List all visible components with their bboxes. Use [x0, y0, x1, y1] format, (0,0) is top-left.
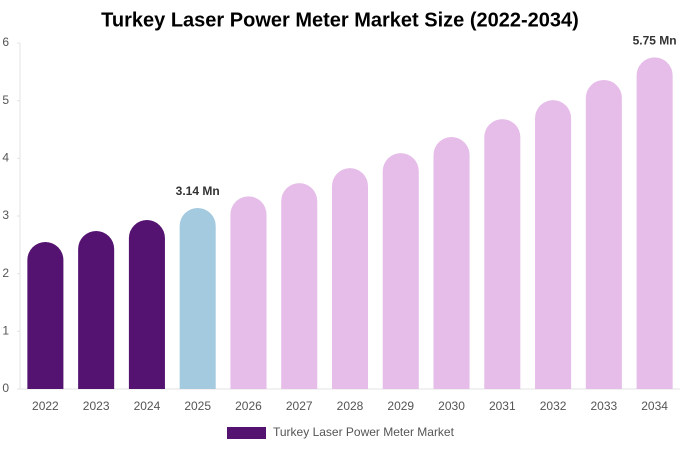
legend-label: Turkey Laser Power Meter Market	[273, 425, 455, 439]
x-tick-label: 2024	[134, 399, 161, 413]
y-tick-label: 5	[2, 93, 9, 107]
x-tick-label: 2033	[590, 399, 617, 413]
value-label: 3.14 Mn	[176, 184, 220, 198]
bar	[230, 196, 267, 389]
y-tick-label: 1	[2, 324, 9, 338]
x-tick-label: 2034	[641, 399, 668, 413]
y-tick-label: 3	[2, 208, 9, 222]
bar	[78, 231, 115, 389]
bar	[27, 241, 64, 389]
bar	[433, 136, 470, 389]
value-label: 5.75 Mn	[633, 34, 677, 48]
y-tick-label: 6	[2, 35, 9, 49]
bar	[382, 153, 419, 389]
x-tick-label: 2025	[184, 399, 211, 413]
x-tick-label: 2031	[489, 399, 516, 413]
x-tick-label: 2023	[83, 399, 110, 413]
x-tick-label: 2032	[540, 399, 567, 413]
y-tick-label: 2	[2, 266, 9, 280]
bar	[636, 57, 673, 389]
x-tick-label: 2028	[337, 399, 364, 413]
chart-title: Turkey Laser Power Meter Market Size (20…	[101, 9, 579, 31]
x-tick-label: 2029	[387, 399, 414, 413]
bar	[179, 207, 216, 389]
x-tick-label: 2027	[286, 399, 313, 413]
y-tick-label: 0	[2, 381, 9, 395]
y-tick-label: 4	[2, 151, 9, 165]
legend-swatch	[227, 427, 266, 439]
bar	[484, 119, 521, 390]
x-tick-label: 2022	[32, 399, 59, 413]
bar	[585, 79, 622, 389]
bar	[535, 100, 572, 389]
x-tick-label: 2030	[438, 399, 465, 413]
bar	[331, 168, 369, 389]
x-tick-label: 2026	[235, 399, 262, 413]
bar	[281, 183, 318, 389]
bar	[128, 220, 165, 389]
